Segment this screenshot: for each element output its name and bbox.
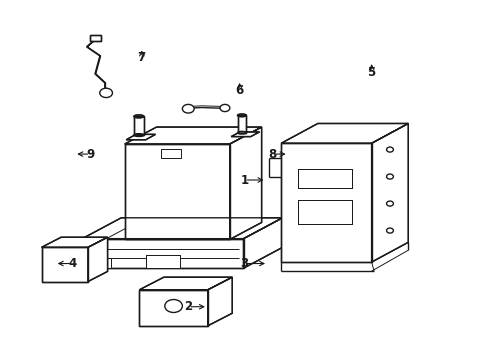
Polygon shape: [281, 143, 371, 262]
Text: 4: 4: [68, 257, 76, 270]
Polygon shape: [134, 116, 143, 135]
Polygon shape: [41, 237, 107, 247]
Polygon shape: [92, 258, 111, 268]
Text: 1: 1: [240, 174, 248, 186]
Polygon shape: [281, 123, 407, 143]
Circle shape: [164, 300, 182, 312]
Text: 7: 7: [138, 51, 145, 64]
Polygon shape: [207, 277, 232, 326]
Circle shape: [386, 201, 392, 206]
Polygon shape: [145, 255, 180, 268]
Polygon shape: [82, 239, 243, 268]
Polygon shape: [41, 247, 88, 282]
Circle shape: [386, 147, 392, 152]
Ellipse shape: [134, 115, 143, 118]
Text: 2: 2: [184, 300, 192, 313]
Text: 3: 3: [240, 257, 248, 270]
Polygon shape: [231, 132, 259, 136]
Polygon shape: [237, 115, 246, 132]
Circle shape: [386, 228, 392, 233]
Text: 8: 8: [268, 148, 276, 161]
Circle shape: [386, 174, 392, 179]
Circle shape: [220, 104, 229, 112]
Polygon shape: [371, 123, 407, 262]
Polygon shape: [82, 218, 282, 239]
Polygon shape: [124, 127, 261, 144]
Polygon shape: [126, 134, 155, 140]
Polygon shape: [139, 290, 207, 326]
Text: 9: 9: [86, 148, 94, 161]
Text: 6: 6: [235, 84, 243, 96]
Circle shape: [182, 104, 194, 113]
Polygon shape: [243, 218, 282, 268]
Polygon shape: [88, 237, 107, 282]
Polygon shape: [229, 127, 261, 239]
Polygon shape: [139, 277, 232, 290]
Text: 5: 5: [367, 66, 375, 78]
Circle shape: [100, 88, 112, 98]
Polygon shape: [298, 170, 351, 188]
Polygon shape: [298, 200, 351, 224]
Ellipse shape: [237, 114, 246, 117]
Polygon shape: [90, 35, 101, 41]
Polygon shape: [124, 144, 229, 239]
